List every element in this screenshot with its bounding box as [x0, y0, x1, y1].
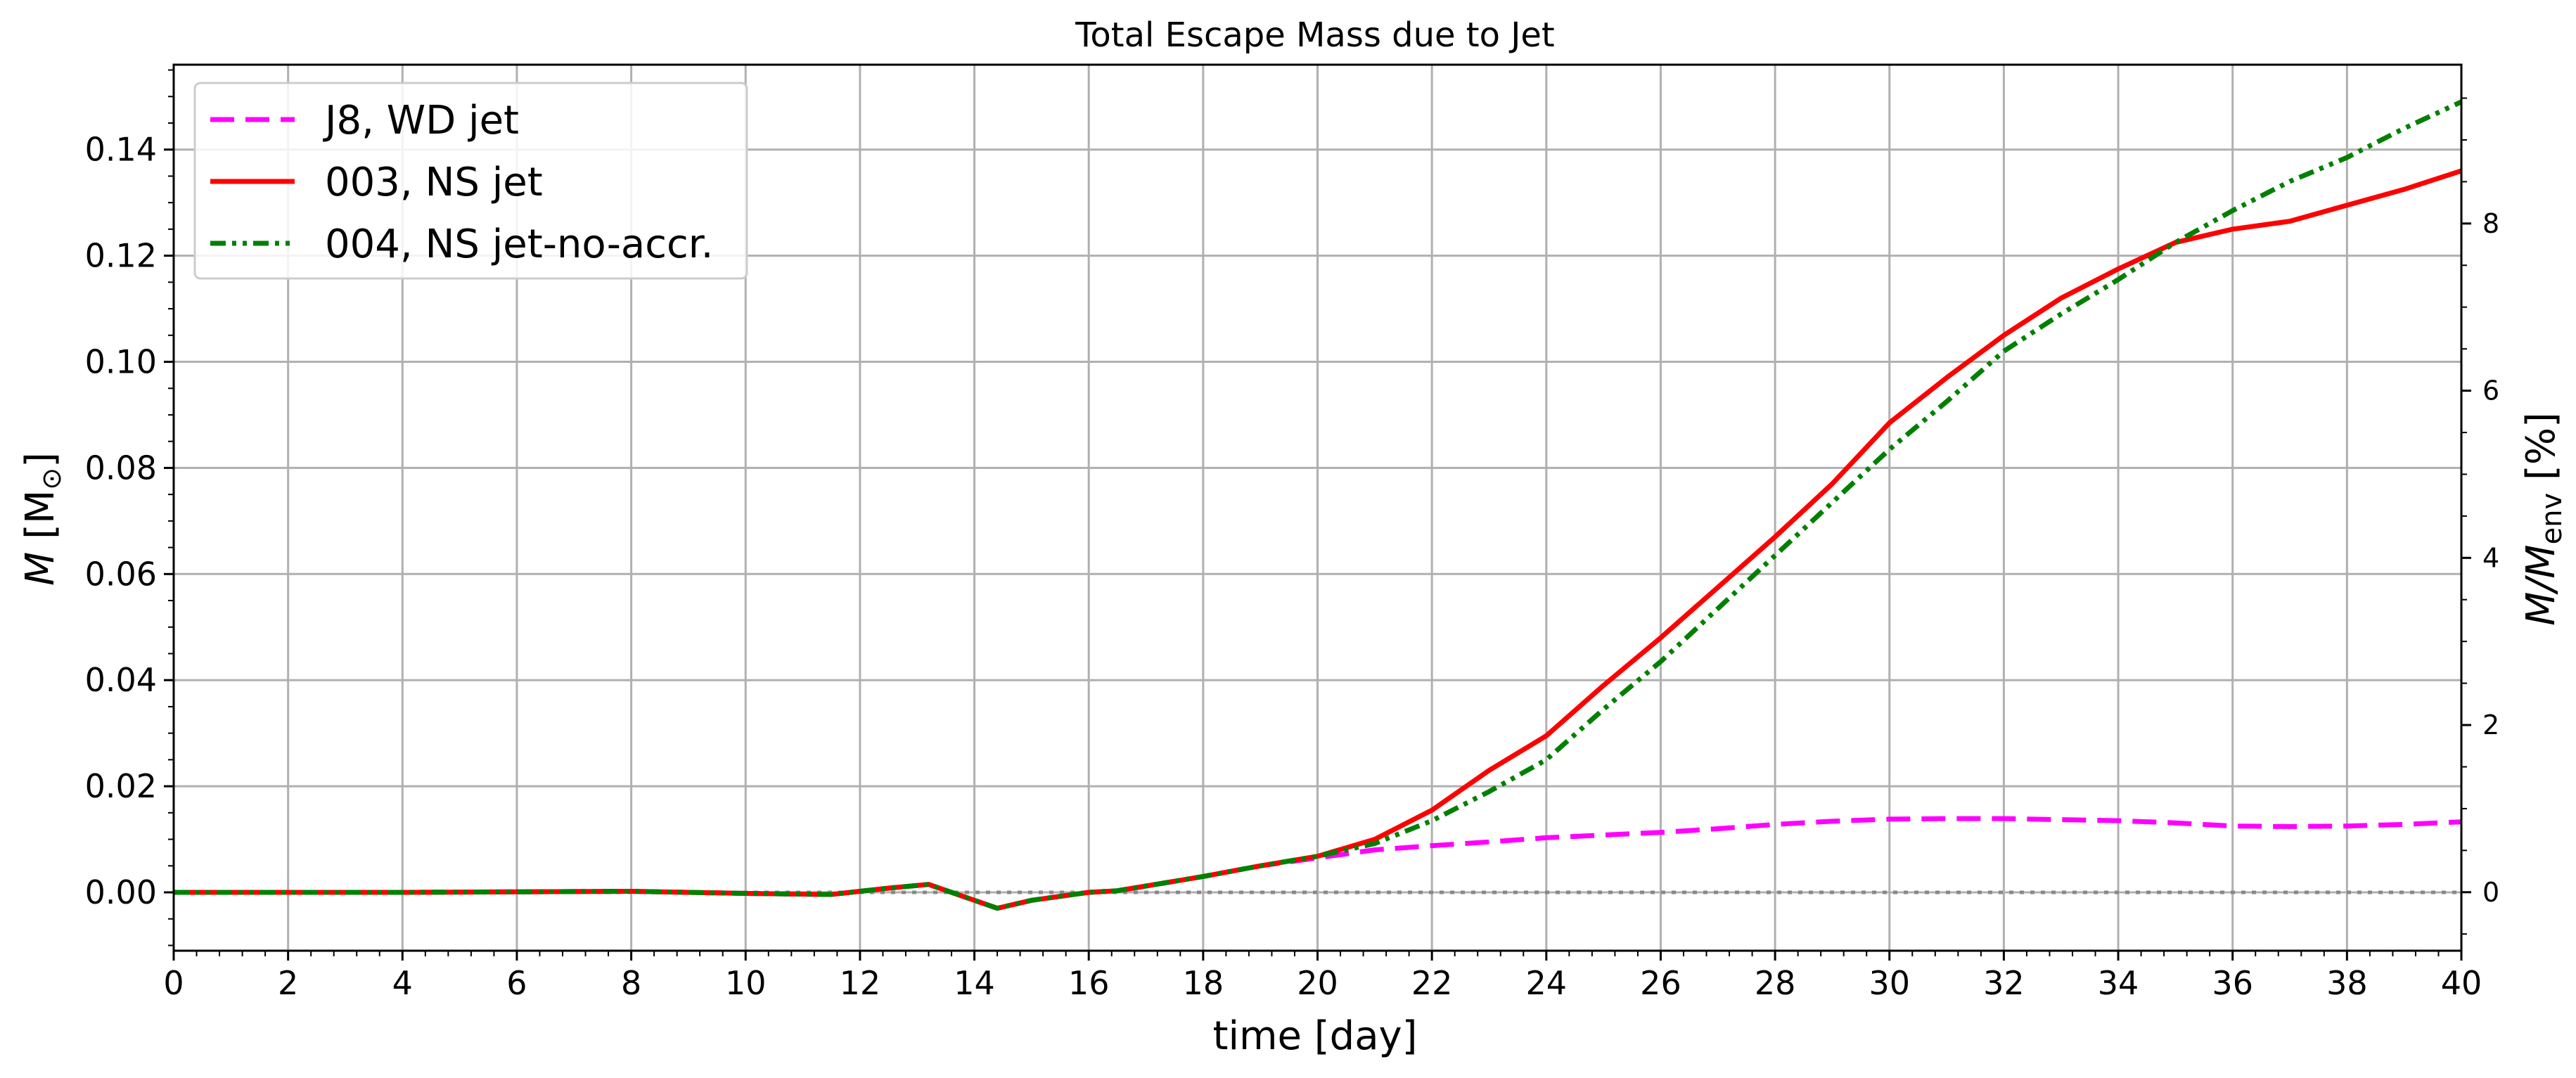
series-line-1: [174, 168, 2463, 911]
x-tick-label: 0: [163, 964, 184, 1002]
y-tick-label: 0.14: [85, 131, 157, 169]
y-axis-label-sub: ⊙: [36, 468, 67, 490]
y-tick-label: 0.08: [85, 449, 157, 487]
x-tick-label: 34: [2098, 964, 2139, 1002]
x-tick-label: 38: [2326, 964, 2368, 1002]
y-axis-right-label-unit: [%]: [2518, 412, 2564, 493]
x-tick-label: 2: [278, 964, 298, 1002]
x-tick-label: 36: [2212, 964, 2253, 1002]
x-tick-label: 18: [1183, 964, 1224, 1002]
y-tick-label: 0.10: [85, 343, 157, 381]
y-axis-right-label: M/Menv [%]: [2518, 412, 2568, 626]
y-axis-right: 0 2 4 6 8: [2461, 97, 2499, 935]
y-tick-label: 0.02: [85, 767, 157, 805]
x-axis: 0 2 4 6 8 10 12 14 16 18 20 22 24 26 28 30 32 34 36 38 40: [163, 951, 2482, 1002]
x-tick-label: 10: [725, 964, 767, 1002]
x-tick-label: 16: [1068, 964, 1110, 1002]
x-tick-label: 6: [506, 964, 527, 1002]
y-axis-label-unit: [M: [18, 490, 63, 552]
y-tick-label: 0.00: [85, 873, 157, 911]
x-tick-label: 20: [1297, 964, 1338, 1002]
y-right-tick-label: 0: [2482, 877, 2499, 908]
x-tick-label: 12: [840, 964, 881, 1002]
y-tick-label: 0.12: [85, 237, 157, 275]
y-right-tick-label: 4: [2482, 542, 2499, 573]
y-axis-label-close: ]: [18, 452, 63, 468]
legend-label-0: J8, WD jet: [323, 98, 519, 143]
legend-label-2: 004, NS jet-no-accr.: [325, 222, 713, 267]
x-tick-label: 32: [1983, 964, 2025, 1002]
x-tick-label: 28: [1755, 964, 1796, 1002]
x-tick-label: 24: [1526, 964, 1568, 1002]
y-tick-label: 0.06: [85, 555, 157, 593]
x-tick-label: 26: [1640, 964, 1681, 1002]
y-axis-right-label-sub: env: [2536, 493, 2568, 545]
y-right-tick-label: 8: [2482, 208, 2499, 239]
y-axis: 0.00 0.02 0.04 0.06 0.08 0.10 0.12 0.14: [85, 69, 174, 947]
x-tick-label: 30: [1869, 964, 1910, 1002]
x-tick-label: 40: [2441, 964, 2482, 1002]
legend-label-1: 003, NS jet: [325, 160, 543, 205]
y-axis-label: M [M⊙]: [18, 452, 67, 586]
x-axis-label: time [day]: [1212, 1013, 1417, 1059]
x-tick-label: 4: [392, 964, 413, 1002]
y-right-tick-label: 6: [2482, 376, 2499, 406]
y-right-tick-label: 2: [2482, 710, 2499, 740]
y-tick-label: 0.04: [85, 661, 157, 699]
y-axis-right-label-symbol: M/M: [2518, 544, 2564, 626]
x-tick-label: 14: [954, 964, 995, 1002]
y-axis-label-symbol: M: [18, 552, 63, 586]
series-layer: [174, 99, 2463, 911]
legend-box: [193, 82, 748, 280]
legend: J8, WD jet 003, NS jet 004, NS jet-no-accr…: [193, 82, 748, 280]
x-tick-label: 8: [621, 964, 641, 1002]
chart-title: Total Escape Mass due to Jet: [1075, 15, 1555, 55]
x-tick-label: 22: [1411, 964, 1453, 1002]
